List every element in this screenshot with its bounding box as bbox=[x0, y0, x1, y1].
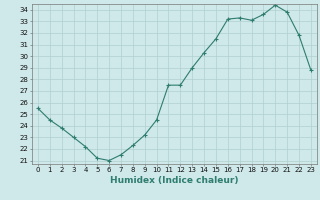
X-axis label: Humidex (Indice chaleur): Humidex (Indice chaleur) bbox=[110, 176, 239, 185]
